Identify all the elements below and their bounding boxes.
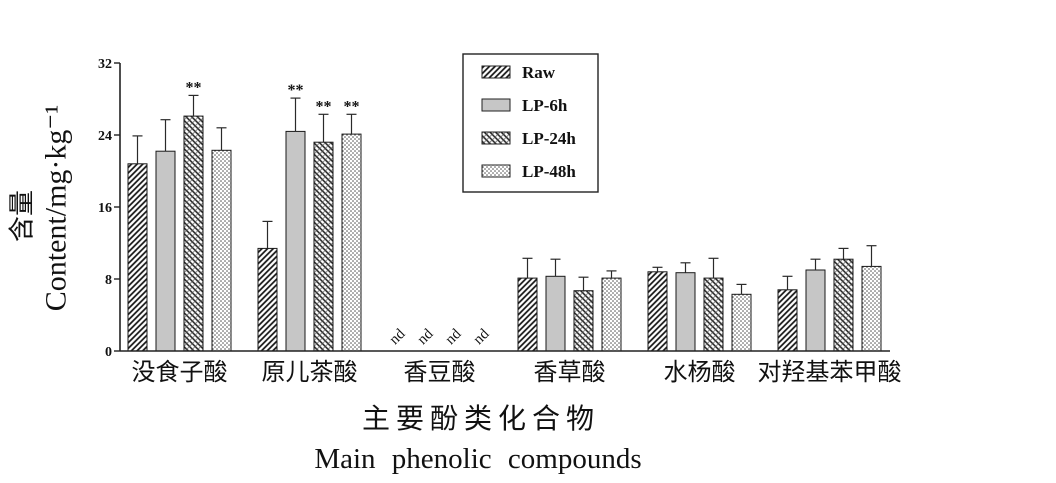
error-bar-lp-24h-cat4 xyxy=(578,276,589,291)
significance-marker-lp-48h-cat2: ** xyxy=(344,98,360,115)
legend-swatch-raw xyxy=(481,65,511,79)
x-axis-title-cn: 主要酚类化合物 xyxy=(362,403,600,435)
y-tick-label-0: 0 xyxy=(105,345,112,360)
error-bar-lp-48h-cat5 xyxy=(736,283,747,295)
y-axis-title-cn: 含量 xyxy=(8,190,37,242)
bar-lp-6h-cat4 xyxy=(545,275,566,352)
legend-swatch-lp-6h xyxy=(481,98,511,112)
bar-raw-cat1 xyxy=(127,163,148,352)
x-tick-label-cat5: 水杨酸 xyxy=(664,359,736,386)
bar-lp-48h-cat5 xyxy=(731,293,752,352)
bar-raw-cat5 xyxy=(647,271,668,352)
error-bar-lp-6h-cat6 xyxy=(810,258,821,270)
legend-item-lp-6h: LP-6h xyxy=(481,96,568,115)
error-bar-lp-48h-cat4 xyxy=(606,270,617,279)
significance-marker-lp-6h-cat2: ** xyxy=(288,82,304,99)
bar-lp-6h-cat5 xyxy=(675,272,696,352)
legend-swatch-lp-48h xyxy=(481,164,511,178)
bars-layer xyxy=(127,115,882,352)
y-tick-label-32: 32 xyxy=(98,57,112,72)
x-tick-labels: 没食子酸 原儿茶酸 香豆酸 香草酸 水杨酸 对羟基苯甲酸 xyxy=(132,359,902,386)
x-tick-label-cat3: 香豆酸 xyxy=(404,359,476,386)
legend-label-lp-48h: LP-48h xyxy=(522,162,576,181)
legend-label-lp-24h: LP-24h xyxy=(522,129,576,148)
y-tick-label-24: 24 xyxy=(98,129,112,144)
bar-lp-6h-cat6 xyxy=(805,269,826,352)
x-tick-label-cat2: 原儿茶酸 xyxy=(262,359,358,386)
error-bar-lp-48h-cat2 xyxy=(346,113,357,135)
y-tick-label-8: 8 xyxy=(105,273,112,288)
y-axis-title: 含量 Content/mg·kg⁻¹ xyxy=(8,105,73,311)
significance-marker-lp-24h-cat2: ** xyxy=(316,98,332,115)
error-bar-lp-6h-cat5 xyxy=(680,262,691,273)
bar-lp-48h-cat4 xyxy=(601,277,622,352)
bar-lp-6h-cat1 xyxy=(155,150,176,352)
bar-lp-48h-cat6 xyxy=(861,265,882,352)
bar-raw-cat2 xyxy=(257,247,278,352)
legend-label-lp-6h: LP-6h xyxy=(522,96,568,115)
bar-lp-48h-cat2 xyxy=(341,133,362,352)
bar-lp-48h-cat1 xyxy=(211,149,232,352)
error-bar-lp-24h-cat1 xyxy=(188,94,199,117)
x-tick-label-cat1: 没食子酸 xyxy=(132,359,228,386)
error-bar-lp-6h-cat4 xyxy=(550,258,561,277)
legend-label-raw: Raw xyxy=(522,63,556,82)
bar-lp-24h-cat2 xyxy=(313,141,334,352)
error-bar-raw-cat5 xyxy=(652,266,663,272)
bar-lp-24h-cat6 xyxy=(833,258,854,352)
bar-lp-6h-cat2 xyxy=(285,130,306,352)
error-bar-raw-cat6 xyxy=(782,275,793,290)
bar-lp-24h-cat5 xyxy=(703,277,724,352)
error-bar-raw-cat2 xyxy=(262,220,273,249)
legend-item-lp-48h: LP-48h xyxy=(481,162,576,181)
legend-item-lp-24h: LP-24h xyxy=(481,129,576,148)
y-axis-title-en: Content/mg·kg⁻¹ xyxy=(40,105,73,311)
y-tick-label-16: 16 xyxy=(98,201,112,216)
error-bar-lp-24h-cat2 xyxy=(318,113,329,143)
error-bar-lp-6h-cat2 xyxy=(290,97,301,132)
bar-raw-cat4 xyxy=(517,277,538,352)
error-bar-lp-6h-cat1 xyxy=(160,119,171,152)
error-bar-lp-48h-cat1 xyxy=(216,127,227,151)
x-tick-label-cat6: 对羟基苯甲酸 xyxy=(758,359,902,386)
error-bar-lp-48h-cat6 xyxy=(866,245,877,267)
error-bar-lp-24h-cat6 xyxy=(838,247,849,260)
legend: Raw LP-6h LP-24h LP-48h xyxy=(462,53,599,193)
y-ticks: 0 8 16 24 32 xyxy=(98,57,120,360)
legend-item-raw: Raw xyxy=(481,63,556,82)
x-tick-label-cat4: 香草酸 xyxy=(534,359,606,386)
legend-swatch-lp-24h xyxy=(481,131,511,145)
x-axis-title-en: Main phenolic compounds xyxy=(314,443,641,475)
bar-lp-24h-cat4 xyxy=(573,290,594,352)
error-bars-layer xyxy=(132,94,877,295)
error-bar-lp-24h-cat5 xyxy=(708,257,719,279)
bar-raw-cat6 xyxy=(777,289,798,352)
error-bar-raw-cat4 xyxy=(522,257,533,279)
bar-lp-24h-cat1 xyxy=(183,115,204,352)
significance-marker-lp-24h-cat1: ** xyxy=(186,79,202,96)
error-bar-raw-cat1 xyxy=(132,135,143,164)
